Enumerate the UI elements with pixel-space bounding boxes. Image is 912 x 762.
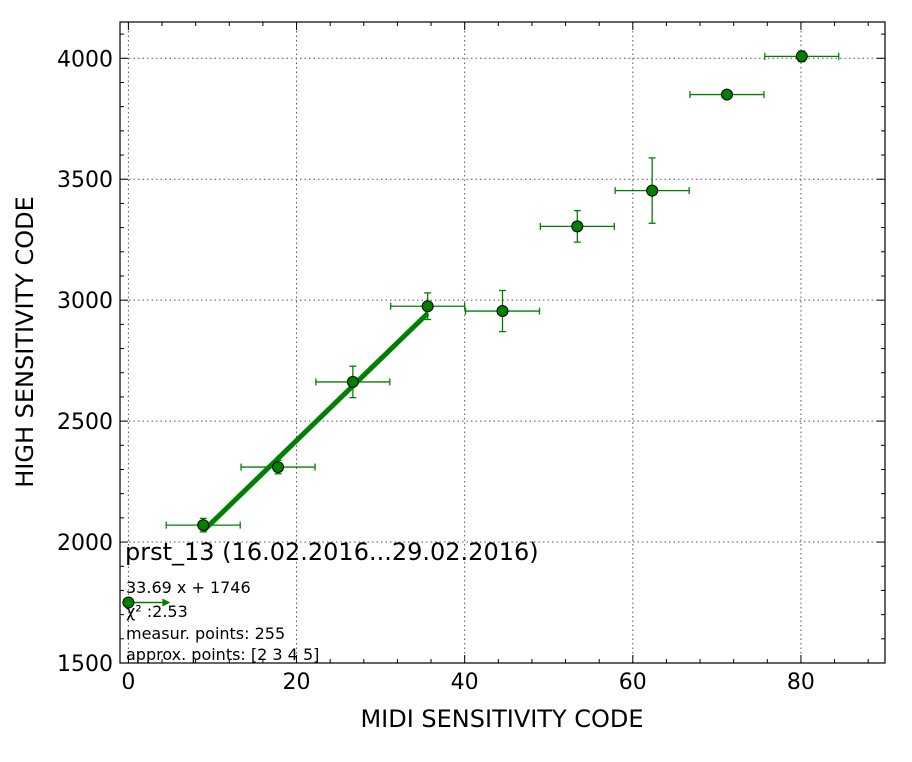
x-tick-label: 80: [787, 670, 815, 695]
x-tick-label: 0: [121, 670, 135, 695]
data-point: [165, 517, 241, 533]
y-tick-label: 3000: [57, 289, 113, 314]
chi2-label: χ² :2.53: [126, 602, 188, 621]
data-point: [464, 289, 541, 333]
annotation: prst_13 (16.02.2016...29.02.2016) 33.69 …: [122, 538, 539, 664]
x-axis-title: MIDI SENSITIVITY CODE: [360, 705, 643, 733]
x-tick-label: 20: [283, 670, 311, 695]
data-marker: [795, 50, 808, 63]
data-point: [390, 292, 466, 321]
y-tick-label: 3500: [57, 168, 113, 193]
minor-ticks: [120, 22, 885, 663]
y-tick-label: 1500: [57, 652, 113, 677]
y-tick-label: 4000: [57, 47, 113, 72]
data-marker: [346, 375, 359, 388]
data-marker: [720, 88, 733, 101]
data-point: [764, 50, 840, 63]
data-point: [689, 88, 765, 101]
data-marker: [272, 461, 285, 474]
data-point: [315, 365, 391, 399]
data-marker: [571, 220, 584, 233]
x-tick-labels: 0 20 40 60 80: [121, 670, 815, 695]
annotation-title: prst_13 (16.02.2016...29.02.2016): [125, 538, 539, 566]
arrow-head: [162, 598, 171, 607]
data-marker: [646, 184, 659, 197]
y-tick-label: 2000: [57, 531, 113, 556]
data-marker: [197, 519, 210, 532]
data-points: [165, 50, 840, 533]
y-tick-labels: 1500 2000 2500 3000 3500 4000: [57, 47, 113, 677]
y-tick-label: 2500: [57, 410, 113, 435]
measur-points-label: measur. points: 255: [126, 624, 285, 643]
data-marker: [421, 300, 434, 313]
fit-line-group: [201, 311, 430, 533]
x-tick-label: 60: [619, 670, 647, 695]
annotation-marker: [122, 596, 135, 609]
fit-equation-label: 33.69 x + 1746: [126, 578, 251, 597]
data-point: [614, 157, 690, 224]
data-marker: [496, 305, 509, 318]
y-axis-title: HIGH SENSITIVITY CODE: [11, 196, 39, 488]
plot-background: [120, 22, 885, 663]
data-point: [539, 210, 615, 243]
plot-frame: [119, 21, 886, 664]
x-tick-label: 40: [451, 670, 479, 695]
fit-line: [201, 311, 430, 533]
approx-points-label: approx. points: [2 3 4 5]: [126, 645, 319, 664]
data-point: [240, 459, 316, 475]
